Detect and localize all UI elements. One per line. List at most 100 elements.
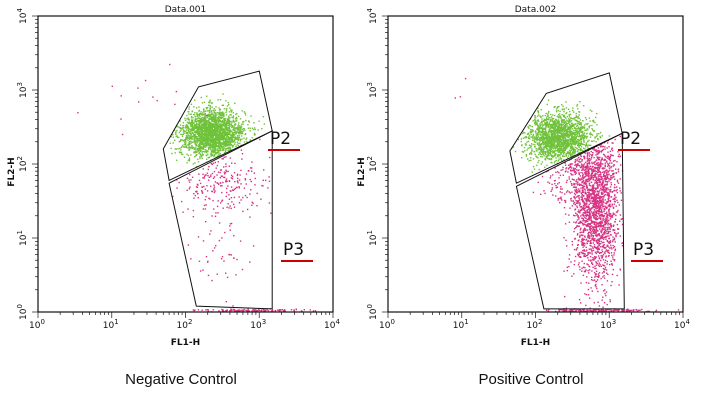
event-dot: [525, 155, 528, 157]
event-dot: [208, 129, 210, 131]
event-dot: [197, 193, 199, 195]
event-dot: [556, 134, 559, 136]
event-dot: [204, 174, 206, 176]
event-dot: [539, 131, 541, 133]
event-dot: [196, 115, 198, 118]
event-dot: [553, 137, 555, 139]
event-dot: [573, 118, 575, 120]
event-dot: [532, 143, 534, 146]
event-dot: [550, 131, 552, 133]
event-dot: [181, 133, 184, 136]
event-dot: [232, 145, 234, 148]
event-dot: [551, 127, 553, 129]
event-dot: [600, 209, 603, 211]
event-dot: [230, 130, 233, 133]
event-dot: [527, 133, 530, 135]
event-dot: [215, 142, 217, 144]
event-dot: [178, 141, 180, 143]
event-dot: [551, 150, 554, 152]
event-dot: [542, 128, 544, 131]
event-dot: [243, 111, 246, 113]
event-dot: [575, 120, 577, 122]
event-dot: [580, 158, 582, 160]
event-dot: [223, 125, 225, 127]
event-dot: [219, 127, 221, 129]
event-dot: [540, 139, 543, 142]
event-dot: [228, 147, 230, 149]
event-dot: [528, 137, 530, 140]
event-dot: [77, 112, 79, 114]
y-tick-label: 103: [16, 82, 29, 98]
event-dot: [566, 151, 569, 153]
event-dot: [221, 114, 223, 116]
event-dot: [591, 134, 594, 136]
event-dot: [223, 176, 225, 179]
event-dot: [218, 142, 221, 144]
event-dot: [205, 135, 208, 138]
event-dot: [187, 144, 189, 146]
event-dot: [238, 131, 240, 133]
event-dot: [206, 114, 208, 117]
event-dot: [244, 129, 246, 131]
event-dot: [181, 200, 183, 203]
event-dot: [216, 174, 218, 176]
event-dot: [583, 139, 585, 141]
event-dot: [258, 120, 260, 122]
event-dot: [226, 105, 229, 107]
event-dot: [584, 117, 587, 119]
event-dot: [210, 124, 213, 126]
event-dot: [225, 131, 227, 134]
event-dot: [217, 200, 219, 202]
event-dot: [222, 121, 225, 123]
event-dot: [201, 124, 203, 127]
event-dot: [560, 158, 562, 160]
event-dot: [542, 151, 544, 153]
plot-title: Data.001: [165, 5, 207, 15]
event-dot: [293, 309, 295, 311]
event-dot: [610, 244, 612, 246]
event-dot: [563, 134, 565, 136]
event-dot: [228, 140, 230, 142]
event-dot: [212, 119, 214, 121]
event-dot: [569, 132, 571, 134]
event-dot: [203, 108, 205, 110]
event-dot: [570, 143, 573, 146]
event-dot: [599, 135, 601, 138]
event-dot: [195, 147, 197, 149]
event-dot: [214, 161, 216, 164]
event-dot: [238, 196, 240, 198]
event-dot: [220, 144, 222, 147]
event-dot: [202, 117, 205, 120]
event-dot: [180, 146, 182, 149]
event-dot: [594, 136, 596, 138]
event-dot: [536, 128, 538, 130]
event-dot: [571, 133, 573, 135]
event-dot: [222, 127, 224, 129]
event-dot: [220, 133, 222, 136]
event-dot: [580, 146, 583, 148]
event-dot: [200, 136, 203, 138]
event-dot: [570, 120, 573, 122]
event-dot: [540, 136, 542, 138]
event-dot: [309, 309, 311, 311]
event-dot: [196, 140, 199, 142]
event-dot: [217, 151, 219, 153]
event-dot: [203, 120, 205, 123]
event-dot: [207, 153, 209, 156]
event-dot: [199, 117, 201, 120]
event-dot: [601, 158, 604, 161]
event-dot: [537, 124, 539, 127]
event-dot: [597, 273, 600, 275]
event-dot: [204, 110, 206, 112]
event-dot: [208, 144, 211, 147]
event-dot: [546, 133, 548, 136]
event-dot: [533, 151, 536, 153]
event-dot: [199, 156, 201, 158]
event-dot: [567, 155, 570, 157]
event-dot: [579, 119, 582, 121]
event-dot: [197, 150, 199, 152]
event-dot: [555, 153, 557, 155]
event-dot: [550, 136, 553, 138]
event-dot: [231, 162, 233, 164]
event-dot: [554, 134, 556, 136]
